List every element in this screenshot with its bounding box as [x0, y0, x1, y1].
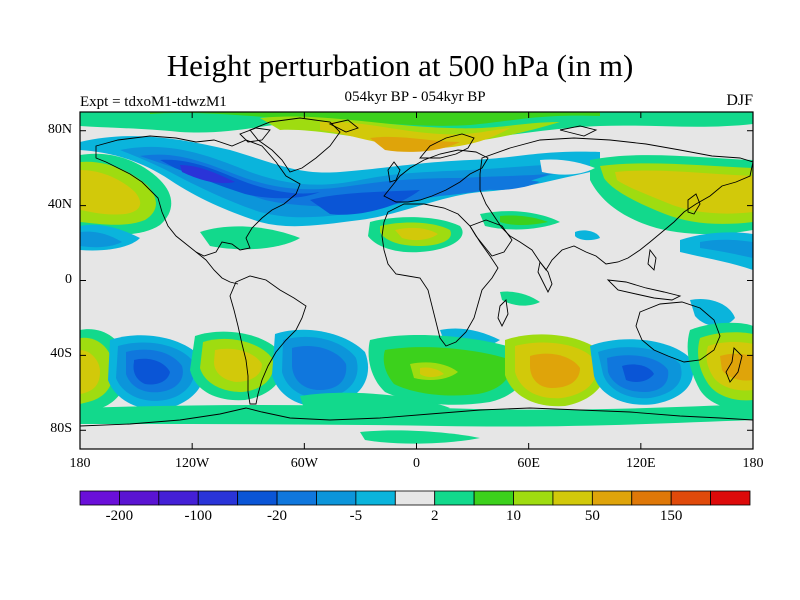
colorbar-label: 50: [584, 508, 600, 524]
y-tick-label: 40S: [50, 346, 72, 362]
colorbar-swatch: [394, 490, 436, 506]
y-tick-label: 0: [65, 271, 72, 287]
coast-central-america: [195, 251, 239, 285]
coast-asia: [479, 137, 753, 271]
colorbar-label: -100: [184, 508, 212, 524]
colorbar-swatch: [552, 490, 593, 506]
plot-title: Height perturbation at 500 hPa (in m): [166, 48, 634, 83]
plot-subtitle: 054kyr BP - 054kyr BP: [344, 89, 486, 105]
coastlines: [80, 117, 753, 427]
coast-antarctica: [80, 407, 753, 427]
coast-africa: [381, 203, 499, 347]
colorbar-swatch: [237, 490, 278, 506]
pacific-positive-west: [80, 153, 172, 251]
coast-indonesia: [606, 279, 682, 301]
coast-europe: [383, 149, 489, 203]
colorbar-label: -200: [105, 508, 134, 524]
coast-india: [537, 260, 553, 294]
colorbar-swatch: [710, 490, 751, 506]
colorbar-swatch: [316, 490, 357, 506]
coast-japan: [687, 193, 701, 215]
x-tick-label: 120W: [175, 456, 210, 471]
y-tick-label: 80N: [47, 121, 72, 137]
season-label: DJF: [726, 92, 753, 109]
contour-fields: [80, 112, 753, 444]
coast-australia: [635, 301, 721, 363]
arctic-positive-band: [80, 112, 753, 152]
colorbar-swatch: [434, 490, 475, 506]
x-tick-label: 120E: [626, 456, 656, 471]
asia-positive-east: [540, 155, 753, 270]
x-tick-label: 0: [413, 456, 420, 471]
colorbar-swatch: [79, 490, 120, 506]
colorbar-swatch: [158, 490, 199, 506]
colorbar-swatch: [513, 490, 554, 506]
colorbar-label: 2: [430, 508, 439, 524]
colorbar: [79, 490, 751, 506]
colorbar-label: 10: [506, 508, 522, 524]
nh-negative-band: [80, 136, 600, 227]
y-tick-label: 40N: [47, 196, 72, 212]
colorbar-label: -5: [349, 508, 363, 524]
x-tick-label: 60W: [290, 456, 318, 471]
coast-uk: [387, 161, 401, 183]
colorbar-swatch: [355, 490, 396, 506]
colorbar-label: -20: [267, 508, 288, 524]
axis-ticks: [79, 112, 754, 449]
experiment-label: Expt = tdxoM1-tdwzM1: [80, 94, 227, 110]
coast-scandinavia: [419, 133, 475, 159]
coast-philippines: [647, 248, 657, 271]
x-tick-label: 180: [69, 456, 91, 471]
coast-greenland: [249, 117, 341, 173]
x-tick-label: 180: [742, 456, 764, 471]
coast-madagascar: [497, 299, 509, 328]
colorbar-swatch: [276, 490, 317, 506]
colorbar-swatch: [473, 490, 514, 506]
coast-arctic-islands: [239, 119, 598, 143]
coast-north-america: [95, 135, 301, 257]
colorbar-swatch: [119, 490, 160, 506]
x-tick-label: 60E: [517, 456, 540, 471]
colorbar-swatch: [670, 490, 711, 506]
colorbar-swatch: [631, 490, 672, 506]
coast-south-america: [229, 275, 307, 405]
y-tick-label: 80S: [50, 421, 72, 437]
coast-new-zealand: [725, 347, 743, 383]
colorbar-label: 150: [659, 508, 683, 524]
coast-arabia: [469, 219, 513, 257]
colorbar-swatch: [197, 490, 239, 506]
colorbar-swatch: [591, 490, 633, 506]
